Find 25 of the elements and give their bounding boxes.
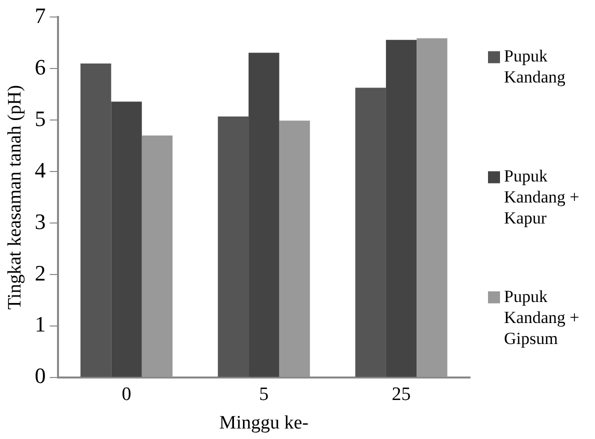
bar <box>111 102 142 377</box>
bar <box>279 120 310 377</box>
y-tick-label: 4 <box>34 157 46 182</box>
y-tick-label: 7 <box>34 2 46 28</box>
bar <box>248 52 280 377</box>
y-tick-label: 2 <box>34 260 46 286</box>
y-axis-title: Tingkat keasaman tanah (pH) <box>4 84 26 310</box>
bar <box>80 64 112 377</box>
y-tick-label: 5 <box>34 106 46 131</box>
x-tick-label: 5 <box>259 384 269 405</box>
bar <box>416 38 448 377</box>
x-tick-label: 25 <box>392 384 411 405</box>
x-axis-title: Minggu ke- <box>219 412 308 434</box>
legend-label: Pupuk Kandang + Kapur <box>504 166 580 228</box>
legend-label: Pupuk Kandang + Gipsum <box>504 286 580 348</box>
bar <box>355 88 386 377</box>
bar <box>218 116 249 377</box>
legend-label: Pupuk Kandang <box>504 46 566 87</box>
y-tick-label: 1 <box>34 312 46 337</box>
bar <box>386 40 417 377</box>
y-tick-label: 0 <box>34 363 46 388</box>
bar <box>142 136 173 377</box>
y-tick-label: 6 <box>34 54 46 80</box>
x-tick-label: 0 <box>122 384 132 405</box>
y-tick-label: 3 <box>34 208 46 234</box>
